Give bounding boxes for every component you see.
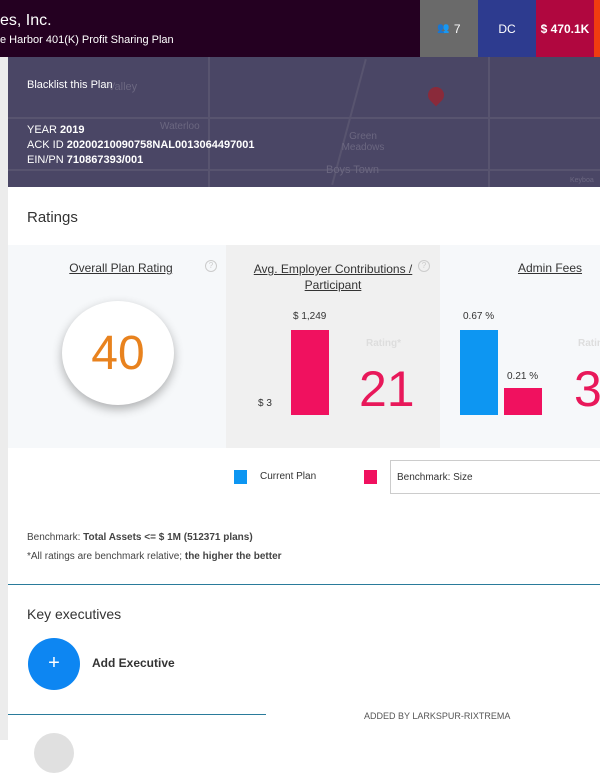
scroll-gutter <box>0 57 8 740</box>
current-bar <box>460 330 498 415</box>
added-by-label: ADDED BY LARKSPUR-RIXTREMA <box>364 711 511 721</box>
ein-label: EIN/PN <box>27 154 64 166</box>
note-prefix: *All ratings are benchmark relative; <box>27 551 183 562</box>
plus-icon: + <box>48 652 60 674</box>
ratings-heading: Ratings <box>27 209 78 226</box>
avatar <box>34 733 74 773</box>
overall-rating-card: Overall Plan Rating ? 40 <box>8 245 226 448</box>
add-executive-label[interactable]: Add Executive <box>92 656 175 670</box>
rating-label: Rating* <box>578 338 600 349</box>
plan-type-badge[interactable]: DC <box>478 0 536 57</box>
map-label: Boys Town <box>326 164 379 176</box>
legend-current-swatch <box>234 470 247 484</box>
divider <box>8 714 266 715</box>
help-icon[interactable]: ? <box>205 260 217 272</box>
blacklist-link[interactable]: Blacklist this Plan <box>27 79 113 91</box>
year-label: YEAR <box>27 124 57 136</box>
users-icon: 👥 <box>437 23 450 34</box>
benchmark-note: Benchmark: Total Assets <= $ 1M (512371 … <box>27 532 253 543</box>
admin-fees-title[interactable]: Admin Fees <box>517 261 583 275</box>
ack-value: 20200210090758NAL0013064497001 <box>66 139 255 151</box>
legend-current-label: Current Plan <box>260 471 317 482</box>
participants-badge[interactable]: 👥 7 <box>420 0 478 57</box>
assets-badge[interactable]: $ 470.1K <box>536 0 594 57</box>
employer-contrib-card: Avg. Employer Contributions / Participan… <box>226 245 440 448</box>
plan-ids: YEAR 2019 ACK ID 20200210090758NAL001306… <box>27 123 255 168</box>
benchmark-prefix: Benchmark: <box>27 532 81 543</box>
benchmark-bar <box>504 388 542 415</box>
ratings-note: *All ratings are benchmark relative; the… <box>27 551 282 562</box>
map-panel: Valley Waterloo Green Meadows Boys Town … <box>8 57 600 187</box>
map-pin-icon <box>424 83 448 107</box>
map-label: Waterloo <box>160 121 200 132</box>
admin-rating-value: 3 <box>574 361 600 417</box>
benchmark-select[interactable]: Benchmark: Size <box>390 460 600 494</box>
header: es, Inc. e Harbor 401(K) Profit Sharing … <box>0 0 600 57</box>
map-label: Valley <box>108 81 138 93</box>
admin-fees-card: Admin Fees 0.67 % 0.21 % Rating* 3 <box>440 245 600 448</box>
add-executive-button[interactable]: + <box>28 638 80 690</box>
extra-badge[interactable] <box>594 0 600 57</box>
company-title: es, Inc. <box>0 12 52 29</box>
year-value: 2019 <box>60 124 85 136</box>
benchmark-value-label: 0.21 % <box>507 371 539 382</box>
ack-label: ACK ID <box>27 139 64 151</box>
benchmark-bar <box>291 330 329 415</box>
participants-count: 7 <box>453 21 461 36</box>
employer-contrib-title[interactable]: Avg. Employer Contributions / Participan… <box>253 262 413 292</box>
current-value-label: $ 3 <box>258 398 272 409</box>
help-icon[interactable]: ? <box>418 260 430 272</box>
note-bold: the higher the better <box>184 551 282 562</box>
divider <box>8 584 600 585</box>
map-label: Keyboa <box>570 177 594 184</box>
overall-rating-title[interactable]: Overall Plan Rating <box>69 261 173 275</box>
ein-value: 710867393/001 <box>66 154 144 166</box>
current-value-label: 0.67 % <box>463 311 495 322</box>
plan-name: e Harbor 401(K) Profit Sharing Plan <box>0 34 174 46</box>
key-executives-heading: Key executives <box>27 606 122 622</box>
benchmark-value-label: $ 1,249 <box>293 311 327 322</box>
employer-rating-value: 21 <box>359 361 415 417</box>
overall-rating-value: 40 <box>62 301 174 405</box>
rating-label: Rating* <box>366 338 401 349</box>
legend-benchmark-swatch <box>364 470 377 484</box>
map-label: Green Meadows <box>341 131 385 153</box>
benchmark-text: Total Assets <= $ 1M (512371 plans) <box>83 532 253 543</box>
